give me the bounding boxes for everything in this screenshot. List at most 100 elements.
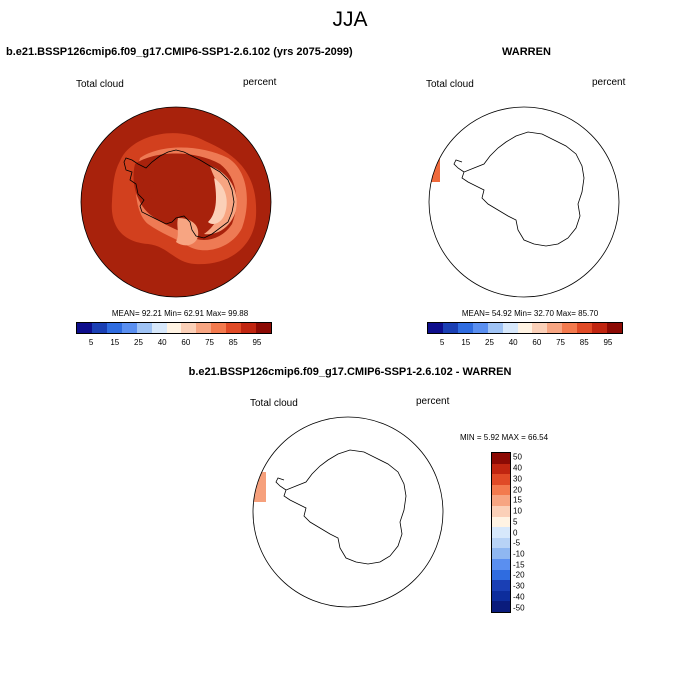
colorbar-tick-label: -40 [513,592,525,602]
model-field-pale-ross [176,218,199,246]
colorbar-tick-label: -50 [513,603,525,613]
model-field-pale-east [204,166,237,235]
colorbar-swatch [442,323,458,333]
colorbar-swatch [77,323,92,333]
colorbar-swatch [532,323,548,333]
colorbar-swatch [151,323,167,333]
colorbar-swatch [547,323,563,333]
colorbar-swatch [487,323,503,333]
colorbar-swatch [256,323,271,333]
colorbar-tick-label: 30 [513,474,522,484]
colorbar-tick-label: 40 [508,338,518,347]
colorbar-tick-label: 40 [513,463,522,473]
colorbar-tick-label: 20 [513,485,522,495]
colorbar-swatch [492,484,510,496]
colorbar-tick-label: -20 [513,570,525,580]
colorbar-tick-label: 5 [88,338,94,347]
colorbar-swatch [492,569,510,581]
colorbar-swatch [492,580,510,591]
colorbar-tick-label: 15 [110,338,120,347]
obs-variable-label: Total cloud [426,79,474,90]
model-colorbar [76,322,272,334]
colorbar-swatch [492,558,510,570]
colorbar-tick-label: 95 [252,338,262,347]
colorbar-swatch [166,323,182,333]
colorbar-swatch [492,516,510,528]
obs-map [428,106,620,298]
colorbar-swatch [492,474,510,485]
colorbar-tick-label: 95 [603,338,613,347]
diff-colorbar [491,452,511,613]
model-stats: MEAN= 92.21 Min= 62.91 Max= 99.88 [111,309,249,318]
colorbar-swatch [457,323,473,333]
model-units-label: percent [243,77,277,88]
colorbar-tick-label: -10 [513,549,525,559]
colorbar-swatch [502,323,518,333]
model-coastline [123,149,235,239]
diff-map [252,416,444,608]
colorbar-tick-label: 85 [228,338,238,347]
colorbar-swatch [91,323,107,333]
colorbar-swatch [106,323,122,333]
colorbar-tick-label: -5 [513,538,521,548]
colorbar-swatch [492,548,510,559]
obs-stats: MEAN= 54.92 Min= 32.70 Max= 85.70 [461,309,599,318]
colorbar-tick-label: 15 [461,338,471,347]
model-map [80,106,272,298]
colorbar-swatch [492,537,510,549]
colorbar-tick-label: 40 [157,338,167,347]
model-variable-label: Total cloud [76,79,124,90]
obs-coastline [461,131,585,247]
colorbar-swatch [226,323,242,333]
diff-stats: MIN = 5.92 MAX = 66.54 [460,433,549,442]
colorbar-tick-label: 60 [181,338,191,347]
model-field-pale-inner [208,178,227,224]
colorbar-swatch [492,505,510,517]
colorbar-swatch [241,323,257,333]
colorbar-swatch [472,323,488,333]
colorbar-swatch [181,323,197,333]
colorbar-tick-label: 75 [205,338,214,347]
colorbar-swatch [492,527,510,538]
obs-colorbar [427,322,623,334]
diff-peninsula [275,477,287,491]
model-colorbar-ticks: 5 15 25 40 60 75 85 95 [76,338,272,350]
diff-units-label: percent [416,396,450,407]
colorbar-tick-label: 25 [485,338,494,347]
colorbar-swatch [577,323,593,333]
colorbar-swatch [196,323,212,333]
model-field-interior [133,153,237,240]
colorbar-swatch [592,323,608,333]
obs-colorbar-ticks: 5 15 25 40 60 75 85 95 [427,338,623,350]
colorbar-swatch [607,323,622,333]
colorbar-tick-label: 5 [513,517,518,527]
model-field-high-lobe [148,182,184,205]
colorbar-tick-label: 25 [134,338,143,347]
diff-coastline [283,449,407,565]
colorbar-tick-label: 50 [513,452,522,462]
colorbar-tick-label: 60 [532,338,542,347]
colorbar-swatch [492,590,510,602]
colorbar-tick-label: 15 [513,495,522,505]
colorbar-tick-label: 10 [513,506,522,516]
colorbar-swatch [211,323,227,333]
colorbar-tick-label: 85 [579,338,589,347]
diff-panel-title: b.e21.BSSP126cmip6.f09_g17.CMIP6-SSP1-2.… [188,366,512,378]
colorbar-swatch [492,495,510,506]
obs-units-label: percent [592,77,626,88]
colorbar-swatch [517,323,533,333]
diff-variable-label: Total cloud [250,398,298,409]
colorbar-swatch [428,323,443,333]
colorbar-tick-label: 5 [439,338,445,347]
colorbar-tick-label: 0 [513,528,518,537]
colorbar-tick-label: -30 [513,581,525,591]
diff-colorbar-ticks: 50 40 30 20 15 10 5 0 -5 -10 -15 -20 -30 -40 -50 [513,452,543,613]
model-panel-title: b.e21.BSSP126cmip6.f09_g17.CMIP6-SSP1-2.… [6,46,353,58]
obs-panel-title: WARREN [502,46,551,58]
colorbar-swatch [492,601,510,612]
colorbar-tick-label: 75 [556,338,565,347]
colorbar-tick-label: -15 [513,560,525,570]
colorbar-swatch [492,463,510,475]
obs-peninsula [453,159,465,173]
colorbar-swatch [136,323,152,333]
